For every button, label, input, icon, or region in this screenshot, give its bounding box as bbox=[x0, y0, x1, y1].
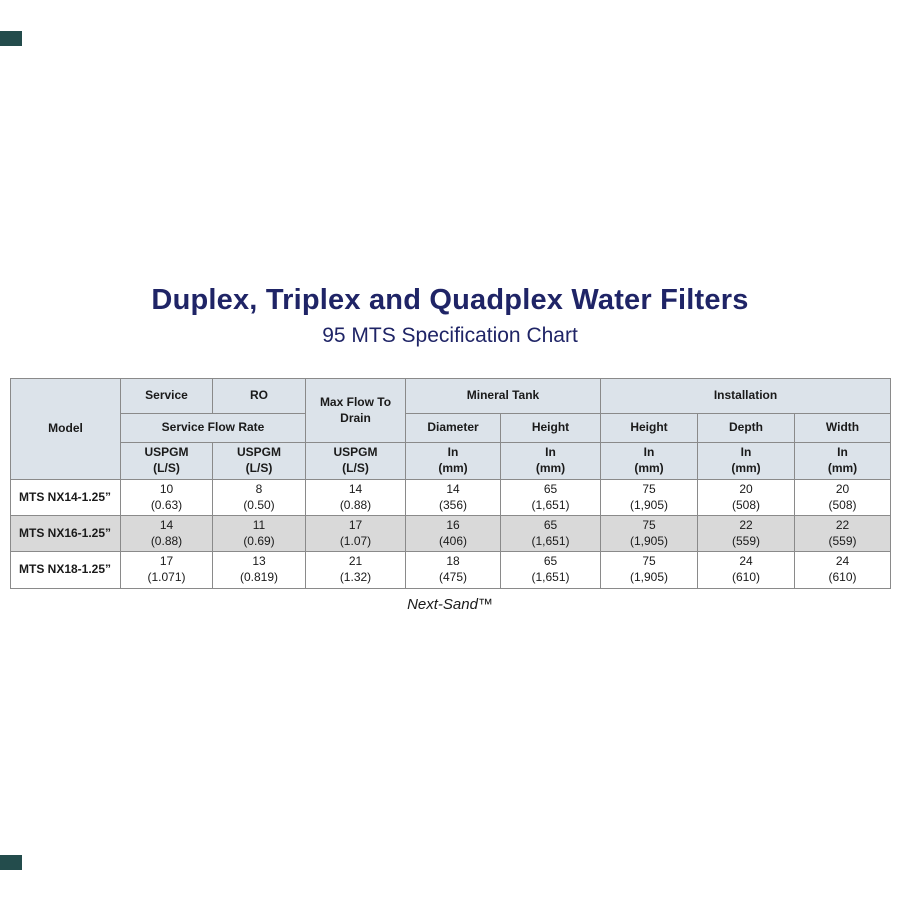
table-row: MTS NX18-1.25” 17 (1.071) 13 (0.819) 21 … bbox=[10, 551, 892, 589]
spec-cell: 11 (0.69) bbox=[212, 515, 306, 553]
spec-cell: 14 (0.88) bbox=[120, 515, 213, 553]
col-sub-tank-height: Height bbox=[500, 413, 601, 443]
col-group-ro: RO bbox=[212, 378, 306, 414]
page-title: Duplex, Triplex and Quadplex Water Filte… bbox=[151, 284, 749, 316]
col-group-service: Service bbox=[120, 378, 213, 414]
spec-cell: 17 (1.071) bbox=[120, 551, 213, 589]
model-cell: MTS NX18-1.25” bbox=[10, 551, 121, 589]
unit-cell: USPGM (L/S) bbox=[305, 442, 406, 480]
spec-cell: 22 (559) bbox=[697, 515, 795, 553]
model-cell: MTS NX16-1.25” bbox=[10, 515, 121, 553]
corner-mark-top bbox=[0, 31, 22, 46]
spec-cell: 8 (0.50) bbox=[212, 478, 306, 517]
table-row: MTS NX14-1.25” 10 (0.63) 8 (0.50) 14 (0.… bbox=[10, 478, 892, 517]
unit-cell: In (mm) bbox=[600, 442, 698, 480]
spec-cell: 17 (1.07) bbox=[305, 515, 406, 553]
spec-cell: 13 (0.819) bbox=[212, 551, 306, 589]
spec-cell: 10 (0.63) bbox=[120, 478, 213, 517]
col-sub-install-depth: Depth bbox=[697, 413, 795, 443]
unit-cell: USPGM (L/S) bbox=[212, 442, 306, 480]
corner-mark-bottom bbox=[0, 855, 22, 870]
header-row-units: USPGM (L/S) USPGM (L/S) USPGM (L/S) In (… bbox=[11, 442, 892, 480]
header-row-sub: Service Flow Rate Diameter Height Height… bbox=[11, 413, 892, 443]
spec-cell: 14 (0.88) bbox=[305, 478, 406, 517]
spec-cell: 24 (610) bbox=[697, 551, 795, 589]
spec-cell: 75 (1,905) bbox=[600, 478, 698, 517]
spec-cell: 22 (559) bbox=[793, 515, 892, 553]
spec-cell: 65 (1,651) bbox=[500, 515, 601, 553]
spec-cell: 14 (356) bbox=[405, 478, 501, 517]
unit-cell: USPGM (L/S) bbox=[120, 442, 213, 480]
page-subtitle: 95 MTS Specification Chart bbox=[322, 324, 578, 347]
spec-cell: 20 (508) bbox=[697, 478, 795, 517]
col-group-installation: Installation bbox=[599, 378, 892, 414]
col-group-mineral-tank: Mineral Tank bbox=[405, 378, 601, 414]
spec-cell: 16 (406) bbox=[405, 515, 501, 553]
header-row-groups: Model Service RO Max Flow To Drain Miner… bbox=[10, 378, 892, 480]
unit-cell: In (mm) bbox=[500, 442, 601, 480]
spec-cell: 65 (1,651) bbox=[500, 551, 601, 589]
col-header-model: Model bbox=[10, 378, 121, 480]
spec-cell: 20 (508) bbox=[793, 478, 892, 517]
spec-cell: 18 (475) bbox=[405, 551, 501, 589]
spec-cell: 75 (1,905) bbox=[600, 551, 698, 589]
unit-cell: In (mm) bbox=[793, 442, 892, 480]
col-group-max-flow-to-drain: Max Flow To Drain bbox=[305, 378, 406, 443]
product-footnote: Next-Sand™ bbox=[407, 596, 493, 613]
spec-cell: 75 (1,905) bbox=[600, 515, 698, 553]
col-sub-service-flow-rate: Service Flow Rate bbox=[120, 413, 306, 443]
unit-cell: In (mm) bbox=[405, 442, 501, 480]
spec-cell: 21 (1.32) bbox=[305, 551, 406, 589]
spec-cell: 65 (1,651) bbox=[500, 478, 601, 517]
col-sub-install-height: Height bbox=[600, 413, 698, 443]
spec-cell: 24 (610) bbox=[793, 551, 892, 589]
spec-table: Model Service RO Max Flow To Drain Miner… bbox=[10, 378, 892, 589]
unit-cell: In (mm) bbox=[697, 442, 795, 480]
col-sub-diameter: Diameter bbox=[405, 413, 501, 443]
col-sub-install-width: Width bbox=[793, 413, 892, 443]
model-cell: MTS NX14-1.25” bbox=[10, 478, 121, 517]
table-row: MTS NX16-1.25” 14 (0.88) 11 (0.69) 17 (1… bbox=[10, 515, 892, 553]
